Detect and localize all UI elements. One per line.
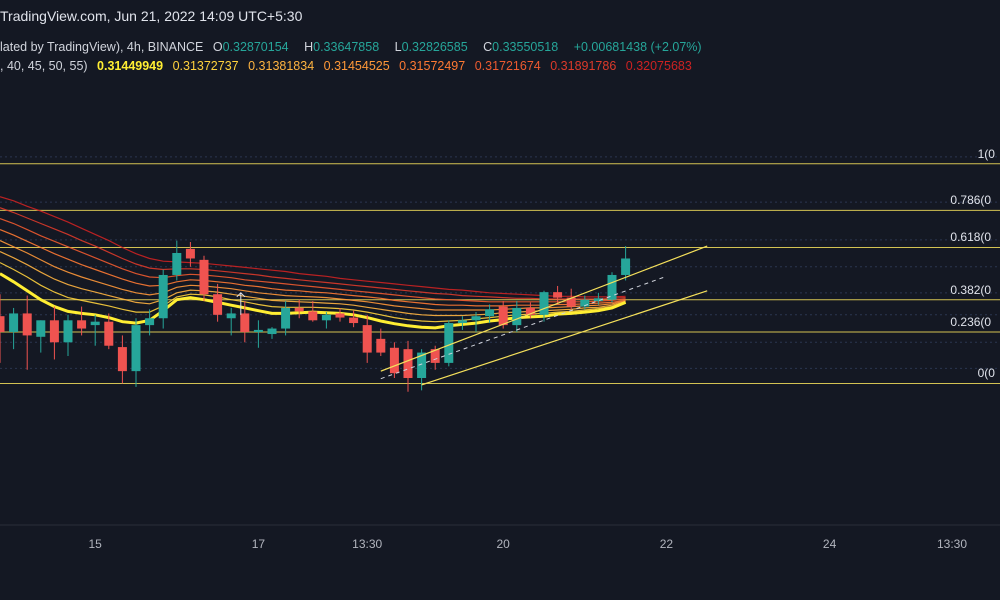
x-axis-tick-label: 20: [496, 537, 510, 551]
candle-body: [607, 274, 617, 300]
ema-line: [0, 196, 626, 298]
ema-value-3: 0.31381834: [248, 59, 315, 73]
ema-value-7: 0.31891786: [550, 59, 617, 73]
high-value: 0.33647858: [313, 40, 380, 54]
change-value: +0.00681438 (+2.07%): [573, 40, 702, 54]
candle-body: [226, 313, 236, 319]
candle-body: [321, 314, 331, 321]
candle-body: [566, 297, 576, 307]
candle-body: [158, 274, 168, 319]
ema-line: [0, 207, 626, 300]
candle-body: [539, 292, 549, 315]
candle-body: [36, 320, 46, 337]
candle-body: [335, 313, 345, 318]
ema-values-header: , 40, 45, 50, 55) 0.31449949 0.31372737 …: [0, 59, 698, 73]
ema-line: [0, 229, 626, 307]
candle-body: [104, 321, 114, 346]
ohlc-low: L0.32826585: [395, 40, 474, 54]
fib-level-label: 0.382(0: [950, 282, 992, 297]
candle-body: [417, 352, 427, 379]
ema-line: [0, 240, 626, 311]
x-axis-tick-label: 22: [659, 537, 674, 551]
ema-value-6: 0.31721674: [474, 59, 541, 73]
candle-body: [185, 248, 195, 259]
arrow-head-icon: [236, 292, 246, 298]
ema-value-2: 0.31372737: [172, 59, 239, 73]
symbol-text: lated by TradingView), 4h, BINANCE: [0, 40, 204, 54]
x-axis-tick-label: 13:30: [352, 537, 383, 551]
candle-body: [0, 316, 5, 332]
x-axis-tick-label: 17: [251, 537, 266, 551]
ohlc-high: H0.33647858: [304, 40, 385, 54]
candle-body: [253, 329, 263, 332]
candle-body: [444, 323, 454, 363]
x-axis-tick-label: 15: [88, 537, 102, 551]
source-text: TradingView.com, Jun 21, 2022 14:09 UTC+…: [0, 8, 303, 24]
low-label: L: [394, 40, 402, 54]
candle-body: [580, 299, 590, 307]
candle-body: [145, 318, 155, 326]
candle-body: [240, 313, 250, 332]
candle-body: [199, 259, 209, 295]
candle-body: [471, 316, 481, 321]
close-label: C: [483, 40, 493, 54]
low-value: 0.32826585: [401, 40, 468, 54]
candle-body: [172, 252, 182, 275]
candle-body: [593, 298, 603, 302]
ohlc-close: C0.33550518: [483, 40, 564, 54]
candle-body: [63, 320, 73, 343]
candle-body: [213, 294, 223, 315]
ema-line: [0, 218, 626, 303]
candle-body: [525, 307, 535, 315]
ohlc-open: O0.32870154: [213, 40, 295, 54]
candle-body: [349, 317, 359, 324]
ema-value-4: 0.31454525: [323, 59, 390, 73]
fib-level-label: 0(0: [977, 366, 995, 381]
candle-body: [49, 320, 59, 343]
candle-body: [77, 320, 87, 329]
candle-body: [9, 313, 19, 332]
candle-body: [553, 292, 563, 298]
candle-body: [22, 313, 32, 336]
candle-body: [498, 306, 508, 326]
candle-body: [376, 338, 386, 353]
candle-body: [308, 311, 318, 321]
candle-body: [117, 347, 127, 372]
ema-value-5: 0.31572497: [399, 59, 466, 73]
candle-body: [362, 325, 372, 353]
ema-value-1: 0.31449949: [97, 59, 164, 73]
high-label: H: [304, 40, 314, 54]
fib-level-label: 1(0: [977, 146, 995, 161]
close-value: 0.33550518: [492, 40, 559, 54]
candle-body: [90, 321, 100, 326]
ema-value-8: 0.32075683: [625, 59, 692, 73]
candle-body: [485, 309, 495, 317]
channel-upper-line: [380, 245, 708, 372]
candle-body: [131, 325, 141, 372]
channel-lower-line: [421, 290, 708, 386]
candle-body: [389, 347, 399, 374]
chart-source-header: TradingView.com, Jun 21, 2022 14:09 UTC+…: [0, 8, 308, 24]
fib-level-label: 0.786(0: [950, 193, 992, 208]
ema-prefix: , 40, 45, 50, 55): [0, 59, 88, 73]
candle-body: [267, 328, 277, 335]
open-value: 0.32870154: [222, 40, 289, 54]
channel-mid-dashed-line: [380, 275, 667, 380]
candle-body: [403, 349, 413, 379]
candle-body: [281, 307, 291, 329]
symbol-ohlc-header: lated by TradingView), 4h, BINANCE O0.32…: [0, 40, 708, 54]
candle-body: [512, 307, 522, 326]
fib-level-label: 0.236(0: [950, 314, 992, 329]
candle-body: [294, 307, 304, 312]
candle-body: [457, 320, 467, 324]
candle-body: [430, 349, 440, 363]
x-axis-tick-label: 13:30: [936, 537, 968, 551]
fib-level-label: 0.618(0: [950, 230, 992, 245]
x-axis-tick-label: 24: [822, 537, 837, 551]
candle-body: [621, 258, 631, 275]
open-label: O: [212, 40, 223, 54]
